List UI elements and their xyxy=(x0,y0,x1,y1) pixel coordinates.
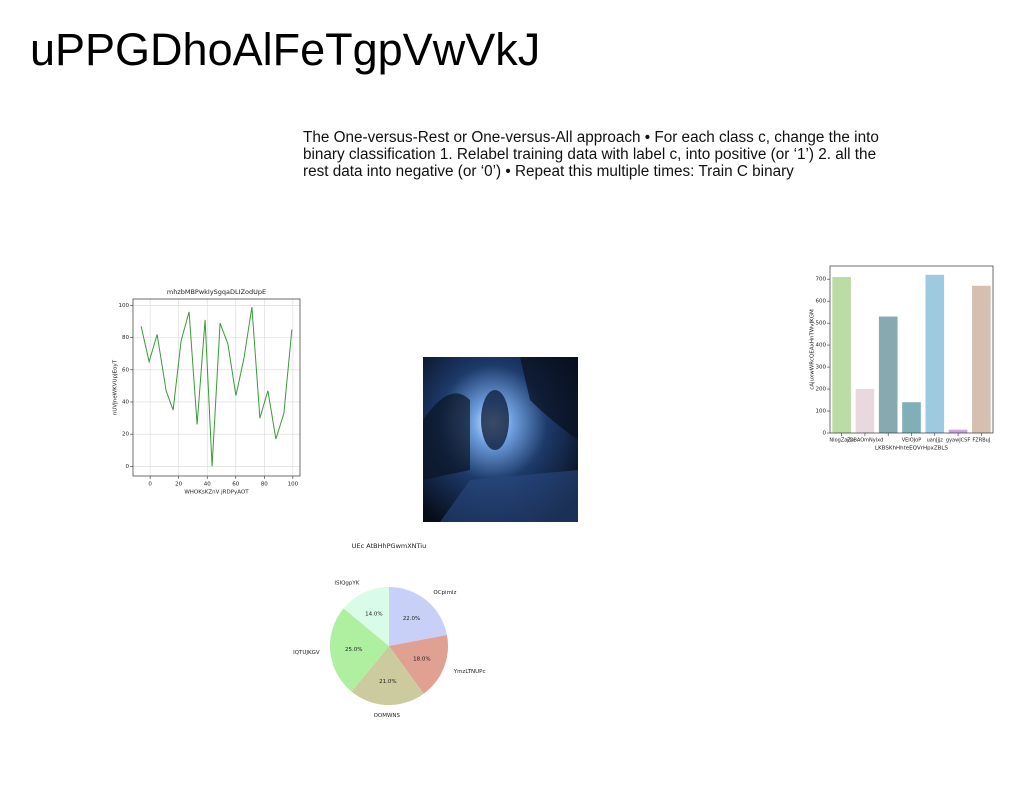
y-tick-label: 700 xyxy=(816,277,827,283)
y-tick-label: 80 xyxy=(122,335,129,341)
x-tick-label: VEIOJoP xyxy=(902,438,922,444)
y-tick-label: 200 xyxy=(816,387,827,393)
y-tick-label: 100 xyxy=(816,409,827,415)
x-tick-label: gyawJCSF xyxy=(946,438,970,444)
y-tick-label: 60 xyxy=(122,367,129,373)
slice-label: OOMWNS xyxy=(374,713,401,719)
pie-slice xyxy=(389,634,448,694)
bar xyxy=(832,276,851,433)
x-tick-label: 60 xyxy=(232,482,239,488)
pie-slice xyxy=(351,646,424,705)
bar xyxy=(902,402,921,433)
chart-title: UEc AtBHhPGwmXNTiu xyxy=(352,542,426,550)
slice-label: ISIQgpYK xyxy=(334,581,359,587)
x-tick-label: 20 xyxy=(175,482,182,488)
slide-title: uPPGDhoAlFeTgpVwVkJ xyxy=(30,24,541,75)
bar xyxy=(878,316,898,433)
slice-label: IQTUJKGV xyxy=(293,650,320,656)
bar xyxy=(855,389,875,433)
bar xyxy=(972,285,991,433)
x-tick-label: 0 xyxy=(148,482,152,488)
x-tick-label: 80 xyxy=(261,482,268,488)
y-tick-label: 500 xyxy=(816,321,827,327)
y-tick-label: 0 xyxy=(823,431,827,437)
plot-frame xyxy=(829,265,994,434)
bar xyxy=(925,274,945,433)
chart: 0 20 40 60 80 100 nUVJneWKVUpJEoyT 0 20 40 60 80 100… xyxy=(113,288,301,496)
y-tick-label: 40 xyxy=(122,399,129,405)
pie-slice xyxy=(343,587,389,646)
y-tick-label: 20 xyxy=(122,432,129,438)
y-tick-label: 600 xyxy=(816,299,827,305)
plot-frame xyxy=(132,298,301,477)
line-series xyxy=(140,306,293,467)
x-tick-label: 100 xyxy=(288,482,299,488)
x-tick-label: 40 xyxy=(204,482,211,488)
slice-value-label: 14.0% xyxy=(365,611,382,617)
x-tick-label: FZRBuJ xyxy=(972,438,990,444)
slice-value-label: 25.0% xyxy=(345,647,362,653)
y-tick-label: 0 xyxy=(126,464,130,470)
slice-value-label: 21.0% xyxy=(379,679,396,685)
y-axis-label: nUVJneWKVUpJEoyT xyxy=(113,359,119,415)
x-axis-label: WHOKsKZnV jRDPyAOT xyxy=(184,490,249,496)
slice-value-label: 22.0% xyxy=(403,616,420,622)
chart: 22.0% OCpimlz 18.0% YmzLTNUPc 21.0% OOMWNS 25.… xyxy=(293,542,485,719)
chart-title: mhzbMBPwkIySgqaDLIZodUpE xyxy=(167,288,266,296)
y-tick-label: 300 xyxy=(816,365,827,371)
slice-value-label: 18.0% xyxy=(413,657,430,663)
body-text: The One-versus-Rest or One-versus-All ap… xyxy=(303,129,879,180)
bar xyxy=(948,429,968,433)
x-tick-label: NIogZaZu xyxy=(829,438,854,444)
y-tick-label: 400 xyxy=(816,343,827,349)
chart: 0 100 200 300 400 500 600 700 cAjuxwWRcQEAxHnTWv… xyxy=(810,265,994,452)
y-tick-label: 100 xyxy=(119,303,130,309)
x-tick-label: uanJjjz xyxy=(927,438,944,444)
pie-slice xyxy=(330,608,389,692)
photo xyxy=(423,357,578,522)
y-axis-label: cAjuxwWRcQEAxHnTWvJKGM xyxy=(810,309,816,390)
x-axis-label: LKBSKhHhteEQVrHpxZBLS xyxy=(875,446,948,452)
slice-label: YmzLTNUPc xyxy=(453,669,486,675)
pie-slice xyxy=(389,587,447,646)
slice-label: OCpimlz xyxy=(433,590,456,596)
x-tick-label: yOBAOmNylxd xyxy=(847,438,884,444)
